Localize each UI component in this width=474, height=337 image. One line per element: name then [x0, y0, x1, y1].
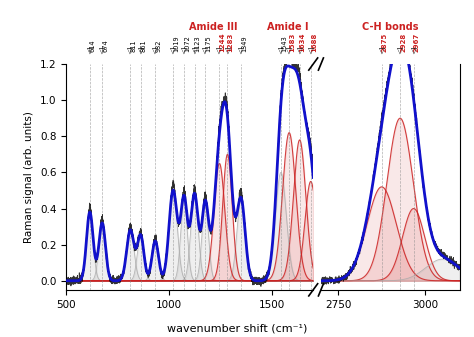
Text: ▽: ▽: [217, 46, 222, 55]
Text: 1019: 1019: [173, 35, 179, 52]
Text: Amide III: Amide III: [189, 23, 237, 32]
Text: C-H bonds: C-H bonds: [362, 23, 419, 32]
Text: ▽: ▽: [137, 46, 144, 55]
Text: 1244: 1244: [219, 32, 226, 52]
Text: ▽: ▽: [297, 46, 302, 55]
Text: 614: 614: [90, 39, 96, 52]
Text: 1543: 1543: [281, 35, 287, 52]
Text: 932: 932: [155, 39, 161, 52]
Text: ▽: ▽: [278, 46, 284, 55]
Text: 1283: 1283: [228, 32, 233, 52]
Text: ▽: ▽: [410, 46, 417, 55]
Text: 1688: 1688: [311, 32, 317, 52]
Text: ▽: ▽: [202, 46, 208, 55]
Text: ▽: ▽: [152, 46, 158, 55]
Text: ▽: ▽: [225, 46, 230, 55]
Text: 1072: 1072: [184, 35, 190, 52]
Text: ▽: ▽: [379, 46, 384, 55]
Text: 1583: 1583: [289, 32, 295, 52]
Text: 1175: 1175: [205, 35, 211, 52]
Text: ▽: ▽: [191, 46, 198, 55]
Text: 2928: 2928: [400, 32, 406, 52]
Text: ▽: ▽: [308, 46, 314, 55]
Text: ▽: ▽: [181, 46, 187, 55]
Text: wavenumber shift (cm⁻¹): wavenumber shift (cm⁻¹): [167, 324, 307, 334]
Text: ▽: ▽: [99, 46, 105, 55]
Text: ▽: ▽: [87, 46, 93, 55]
Text: ▽: ▽: [286, 46, 292, 55]
Text: 1349: 1349: [241, 35, 247, 52]
Text: 2967: 2967: [414, 32, 419, 52]
Text: Amide I: Amide I: [266, 23, 308, 32]
Text: 861: 861: [141, 39, 146, 52]
Text: ▽: ▽: [128, 46, 133, 55]
Text: ▽: ▽: [238, 46, 244, 55]
Text: 1123: 1123: [194, 35, 201, 52]
Text: ▽: ▽: [170, 46, 176, 55]
Text: ▽: ▽: [397, 46, 403, 55]
Text: 811: 811: [130, 39, 137, 52]
Text: 2875: 2875: [382, 32, 388, 52]
Y-axis label: Raman signal (arb. units): Raman signal (arb. units): [25, 111, 35, 243]
Text: 674: 674: [102, 39, 108, 52]
Text: 1634: 1634: [300, 32, 306, 52]
